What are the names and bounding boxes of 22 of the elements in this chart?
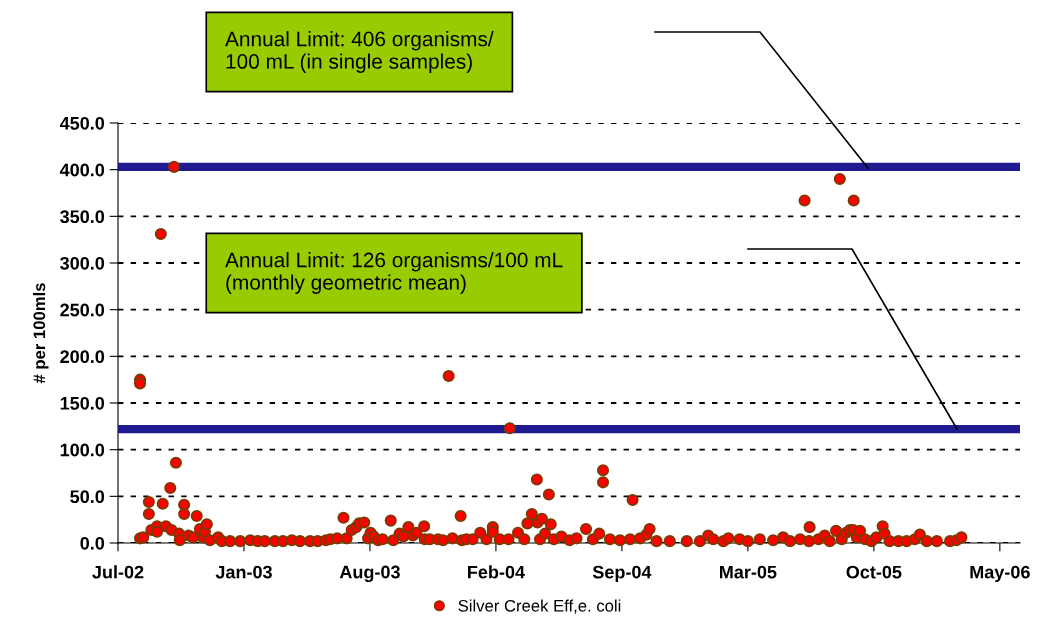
y-tick-label: 100.0	[60, 443, 105, 457]
x-tick-label: Aug-03	[339, 565, 400, 583]
y-tick-label: 250.0	[60, 303, 105, 317]
x-tick-label: May-06	[970, 565, 1030, 583]
x-tick-label: Jan-03	[215, 565, 272, 579]
y-tick-label: 200.0	[60, 350, 105, 364]
y-axis-title: # per 100mls	[32, 283, 49, 384]
y-tick-label: 300.0	[60, 256, 105, 270]
y-tick-label: 400.0	[59, 163, 105, 177]
x-tick-label: Oct-05	[846, 565, 902, 579]
text: Annual Limit: 406 organisms/ 100 mL (in single samples)	[225, 31, 494, 73]
y-tick-label: 350.0	[60, 210, 105, 224]
annotation: Annual Limit: 126 organisms/100 mL (monthly geometric mean)	[225, 252, 563, 294]
y-tick-label: 50.0	[70, 490, 105, 504]
y-tick-label: 150.0	[60, 396, 105, 410]
y-tick-label: 0.0	[80, 536, 105, 550]
x-tick-label: Jul-02	[92, 565, 144, 579]
x-tick-label: Mar-05	[720, 565, 777, 579]
legend-label: Silver Creek Eff,e. coli	[458, 599, 621, 614]
y-tick-label: 450.0	[59, 116, 105, 130]
x-tick-label: Feb-04	[468, 565, 525, 579]
x-tick-label: Sep-04	[592, 565, 652, 583]
